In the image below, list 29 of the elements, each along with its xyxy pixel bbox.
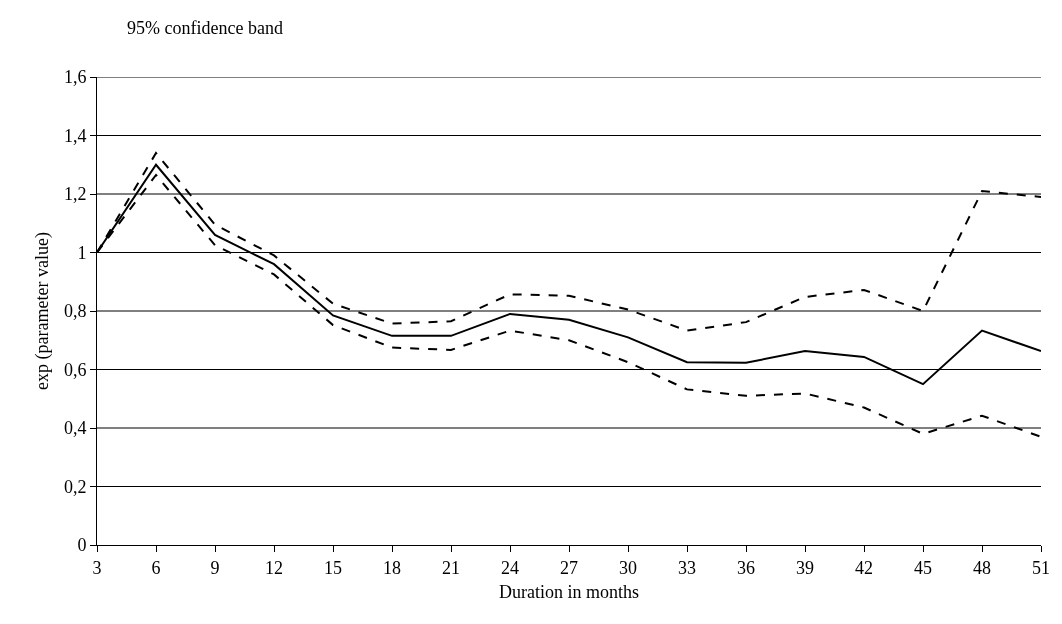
y-tick-label: 0,4 [63,418,87,439]
x-tick-label: 12 [265,557,283,578]
text: 95% confidence band [127,18,283,38]
x-tick-label: 6 [151,557,161,578]
x-tick-label: 27 [560,557,578,578]
y-tick-label: 1 [77,242,87,263]
x-tick-label: 24 [501,557,519,578]
y-tick-label: 1,6 [63,67,87,88]
y-axis-title: exp (parameter value) [32,232,54,390]
x-tick-label: 15 [324,557,342,578]
x-tick-label: 30 [619,557,637,578]
y-tick-label: 0,8 [63,301,87,322]
x-tick-label: 39 [796,557,814,578]
x-tick-label: 48 [973,557,991,578]
y-tick-label: 0 [77,535,87,556]
x-tick-label: 45 [914,557,932,578]
y-tick-label: 0,6 [63,359,87,380]
x-axis-title: Duration in months [499,581,639,602]
y-tick-label: 1,2 [63,184,87,205]
x-tick-label: 51 [1032,557,1050,578]
x-tick-label: 21 [442,557,460,578]
y-tick-label: 0,2 [63,476,87,497]
y-tick-label: 1,4 [63,125,87,146]
x-tick-label: 33 [678,557,696,578]
x-tick-label: 18 [383,557,401,578]
x-tick-label: 36 [737,557,755,578]
x-tick-label: 42 [855,557,873,578]
x-tick-label: 9 [210,557,220,578]
x-tick-label: 3 [92,557,102,578]
